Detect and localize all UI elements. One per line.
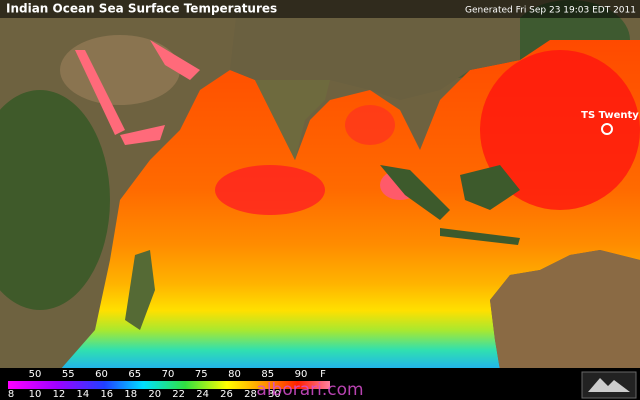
celsius-label: 8 xyxy=(8,389,14,400)
celsius-label: 20 xyxy=(148,389,161,400)
fahrenheit-label: 60 xyxy=(95,369,108,380)
celsius-label: 16 xyxy=(100,389,113,400)
borneo xyxy=(460,165,520,210)
java xyxy=(440,228,520,245)
ocean xyxy=(0,40,640,370)
celsius-label: 28 xyxy=(244,389,257,400)
land-vegetation xyxy=(0,90,110,310)
asia xyxy=(230,0,520,100)
fahrenheit-label: 55 xyxy=(62,369,75,380)
sumatra xyxy=(380,165,450,220)
fahrenheit-unit: F xyxy=(320,369,326,380)
madagascar xyxy=(125,250,155,330)
generated-time: Generated Fri Sep 23 19:03 EDT 2011 xyxy=(465,6,636,16)
watermark: alborari.com xyxy=(256,380,363,400)
gulf-of-aden xyxy=(120,125,165,145)
header-bar xyxy=(0,0,640,18)
fahrenheit-label: 90 xyxy=(295,369,308,380)
storm-label: TS Twenty xyxy=(581,110,639,121)
celsius-label: 18 xyxy=(124,389,137,400)
celsius-label: 30 xyxy=(268,389,281,400)
celsius-label: 14 xyxy=(77,389,90,400)
desert xyxy=(60,35,180,105)
fahrenheit-label: 85 xyxy=(261,369,274,380)
celsius-label: 12 xyxy=(53,389,66,400)
storm-icon xyxy=(601,123,613,135)
celsius-label: 24 xyxy=(196,389,209,400)
warm-pool xyxy=(480,50,640,210)
india xyxy=(255,80,330,160)
warm-pool xyxy=(215,165,325,215)
map-title: Indian Ocean Sea Surface Temperatures xyxy=(6,2,277,16)
fahrenheit-label: 75 xyxy=(195,369,208,380)
fahrenheit-label: 70 xyxy=(162,369,175,380)
warm-pool xyxy=(345,105,395,145)
australia xyxy=(490,250,640,370)
persian-gulf xyxy=(150,40,200,80)
fahrenheit-label: 50 xyxy=(29,369,42,380)
logo-mountain xyxy=(588,378,630,392)
fahrenheit-label: 80 xyxy=(228,369,241,380)
celsius-label: 26 xyxy=(220,389,233,400)
legend-labels: 50 55 60 65 70 75 80 85 90 F 8 10 12 14 16 18 20 22 24 26 28… xyxy=(8,369,326,400)
fahrenheit-label: 65 xyxy=(128,369,141,380)
celsius-label: 10 xyxy=(29,389,42,400)
red-sea xyxy=(75,50,125,135)
celsius-label: 22 xyxy=(172,389,185,400)
color-scale xyxy=(8,381,330,389)
